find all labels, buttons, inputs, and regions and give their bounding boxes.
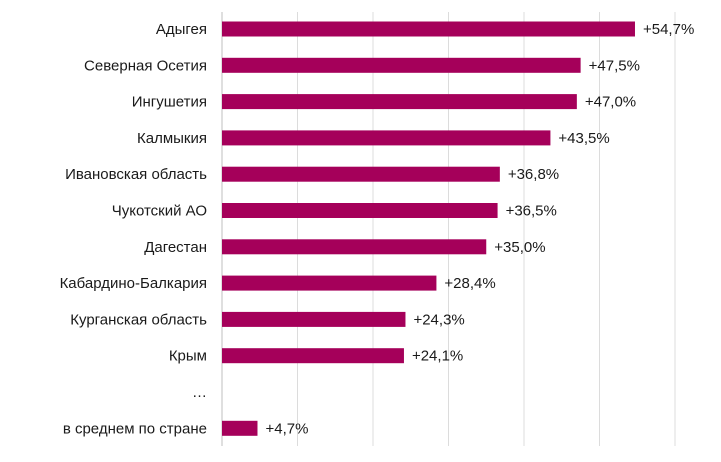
- bar: [222, 275, 437, 291]
- category-label: Дагестан: [144, 239, 207, 256]
- bars: [222, 21, 635, 436]
- bar: [222, 239, 487, 255]
- data-label: +36,5%: [506, 203, 557, 220]
- category-label: Адыгея: [156, 21, 207, 38]
- bar: [222, 21, 635, 37]
- data-label: +4,7%: [265, 420, 308, 437]
- data-label: +35,0%: [494, 239, 545, 256]
- bar: [222, 94, 577, 110]
- category-label: Калмыкия: [137, 130, 207, 147]
- category-label: Чукотский АО: [112, 203, 207, 220]
- data-label: +24,1%: [412, 348, 463, 365]
- category-label: Ингушетия: [132, 94, 207, 111]
- bar: [222, 420, 258, 436]
- category-label: …: [192, 384, 207, 401]
- data-label: +54,7%: [643, 21, 694, 38]
- data-label: +47,5%: [589, 57, 640, 74]
- data-label: +24,3%: [413, 311, 464, 328]
- data-label: +47,0%: [585, 94, 636, 111]
- data-label: +43,5%: [558, 130, 609, 147]
- category-label: Кабардино-Балкария: [60, 275, 207, 292]
- bar: [222, 130, 551, 146]
- category-label: Крым: [169, 348, 207, 365]
- value-labels: +54,7% +47,5% +47,0% +43,5% +36,8% +36,5% +35,…: [265, 21, 694, 437]
- bar: [222, 348, 404, 364]
- bar: [222, 166, 500, 182]
- category-label: Северная Осетия: [84, 57, 207, 74]
- gridlines: [221, 12, 676, 446]
- category-labels: Адыгея Северная Осетия Ингушетия Калмыкия Ив…: [60, 21, 208, 437]
- category-label: Курганская область: [70, 311, 207, 328]
- data-label: +36,8%: [508, 166, 559, 183]
- category-label: в среднем по стране: [63, 420, 207, 437]
- bar: [222, 311, 406, 327]
- category-label: Ивановская область: [65, 166, 207, 183]
- bar: [222, 57, 581, 73]
- data-label: +28,4%: [444, 275, 495, 292]
- bar: [222, 203, 498, 218]
